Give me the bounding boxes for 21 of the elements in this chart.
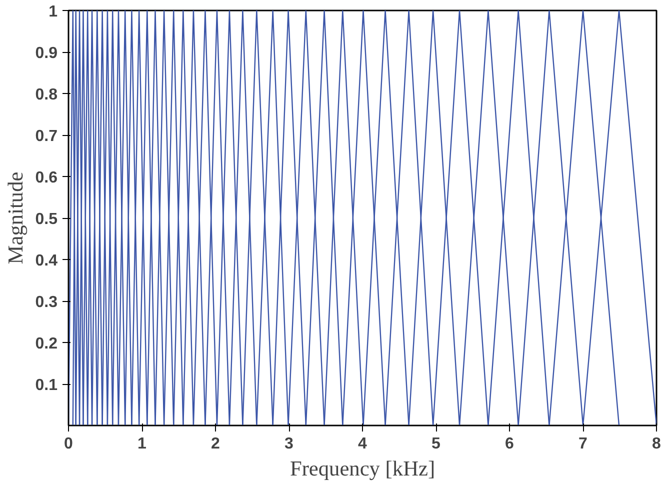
x-tick-label: 0	[64, 436, 74, 452]
y-tick-label: 0.3	[35, 294, 58, 311]
y-tick-label: 0.7	[35, 128, 58, 145]
x-tick-label: 6	[505, 436, 514, 452]
x-tick-label: 2	[211, 436, 220, 452]
x-tick-label: 1	[138, 436, 147, 452]
x-axis-title: Frequency [kHz]	[290, 456, 436, 480]
y-tick-label: 0.5	[35, 211, 58, 228]
x-tick-label: 4	[358, 436, 368, 452]
y-tick-label: 0.2	[35, 336, 58, 352]
y-tick-label: 0.4	[35, 252, 58, 270]
y-axis-title: Magnitude	[3, 172, 28, 264]
y-tick-label: 0.1	[35, 377, 58, 394]
y-tick-label: 0.9	[35, 45, 58, 62]
x-tick-label: 3	[284, 436, 294, 452]
x-tick-label: 7	[578, 436, 588, 452]
y-tick-label: 1	[48, 4, 58, 20]
x-tick-label: 8	[652, 436, 662, 452]
y-tick-label: 0.8	[35, 86, 58, 104]
y-tick-label: 0.6	[35, 170, 58, 186]
x-tick-label: 5	[432, 436, 441, 452]
